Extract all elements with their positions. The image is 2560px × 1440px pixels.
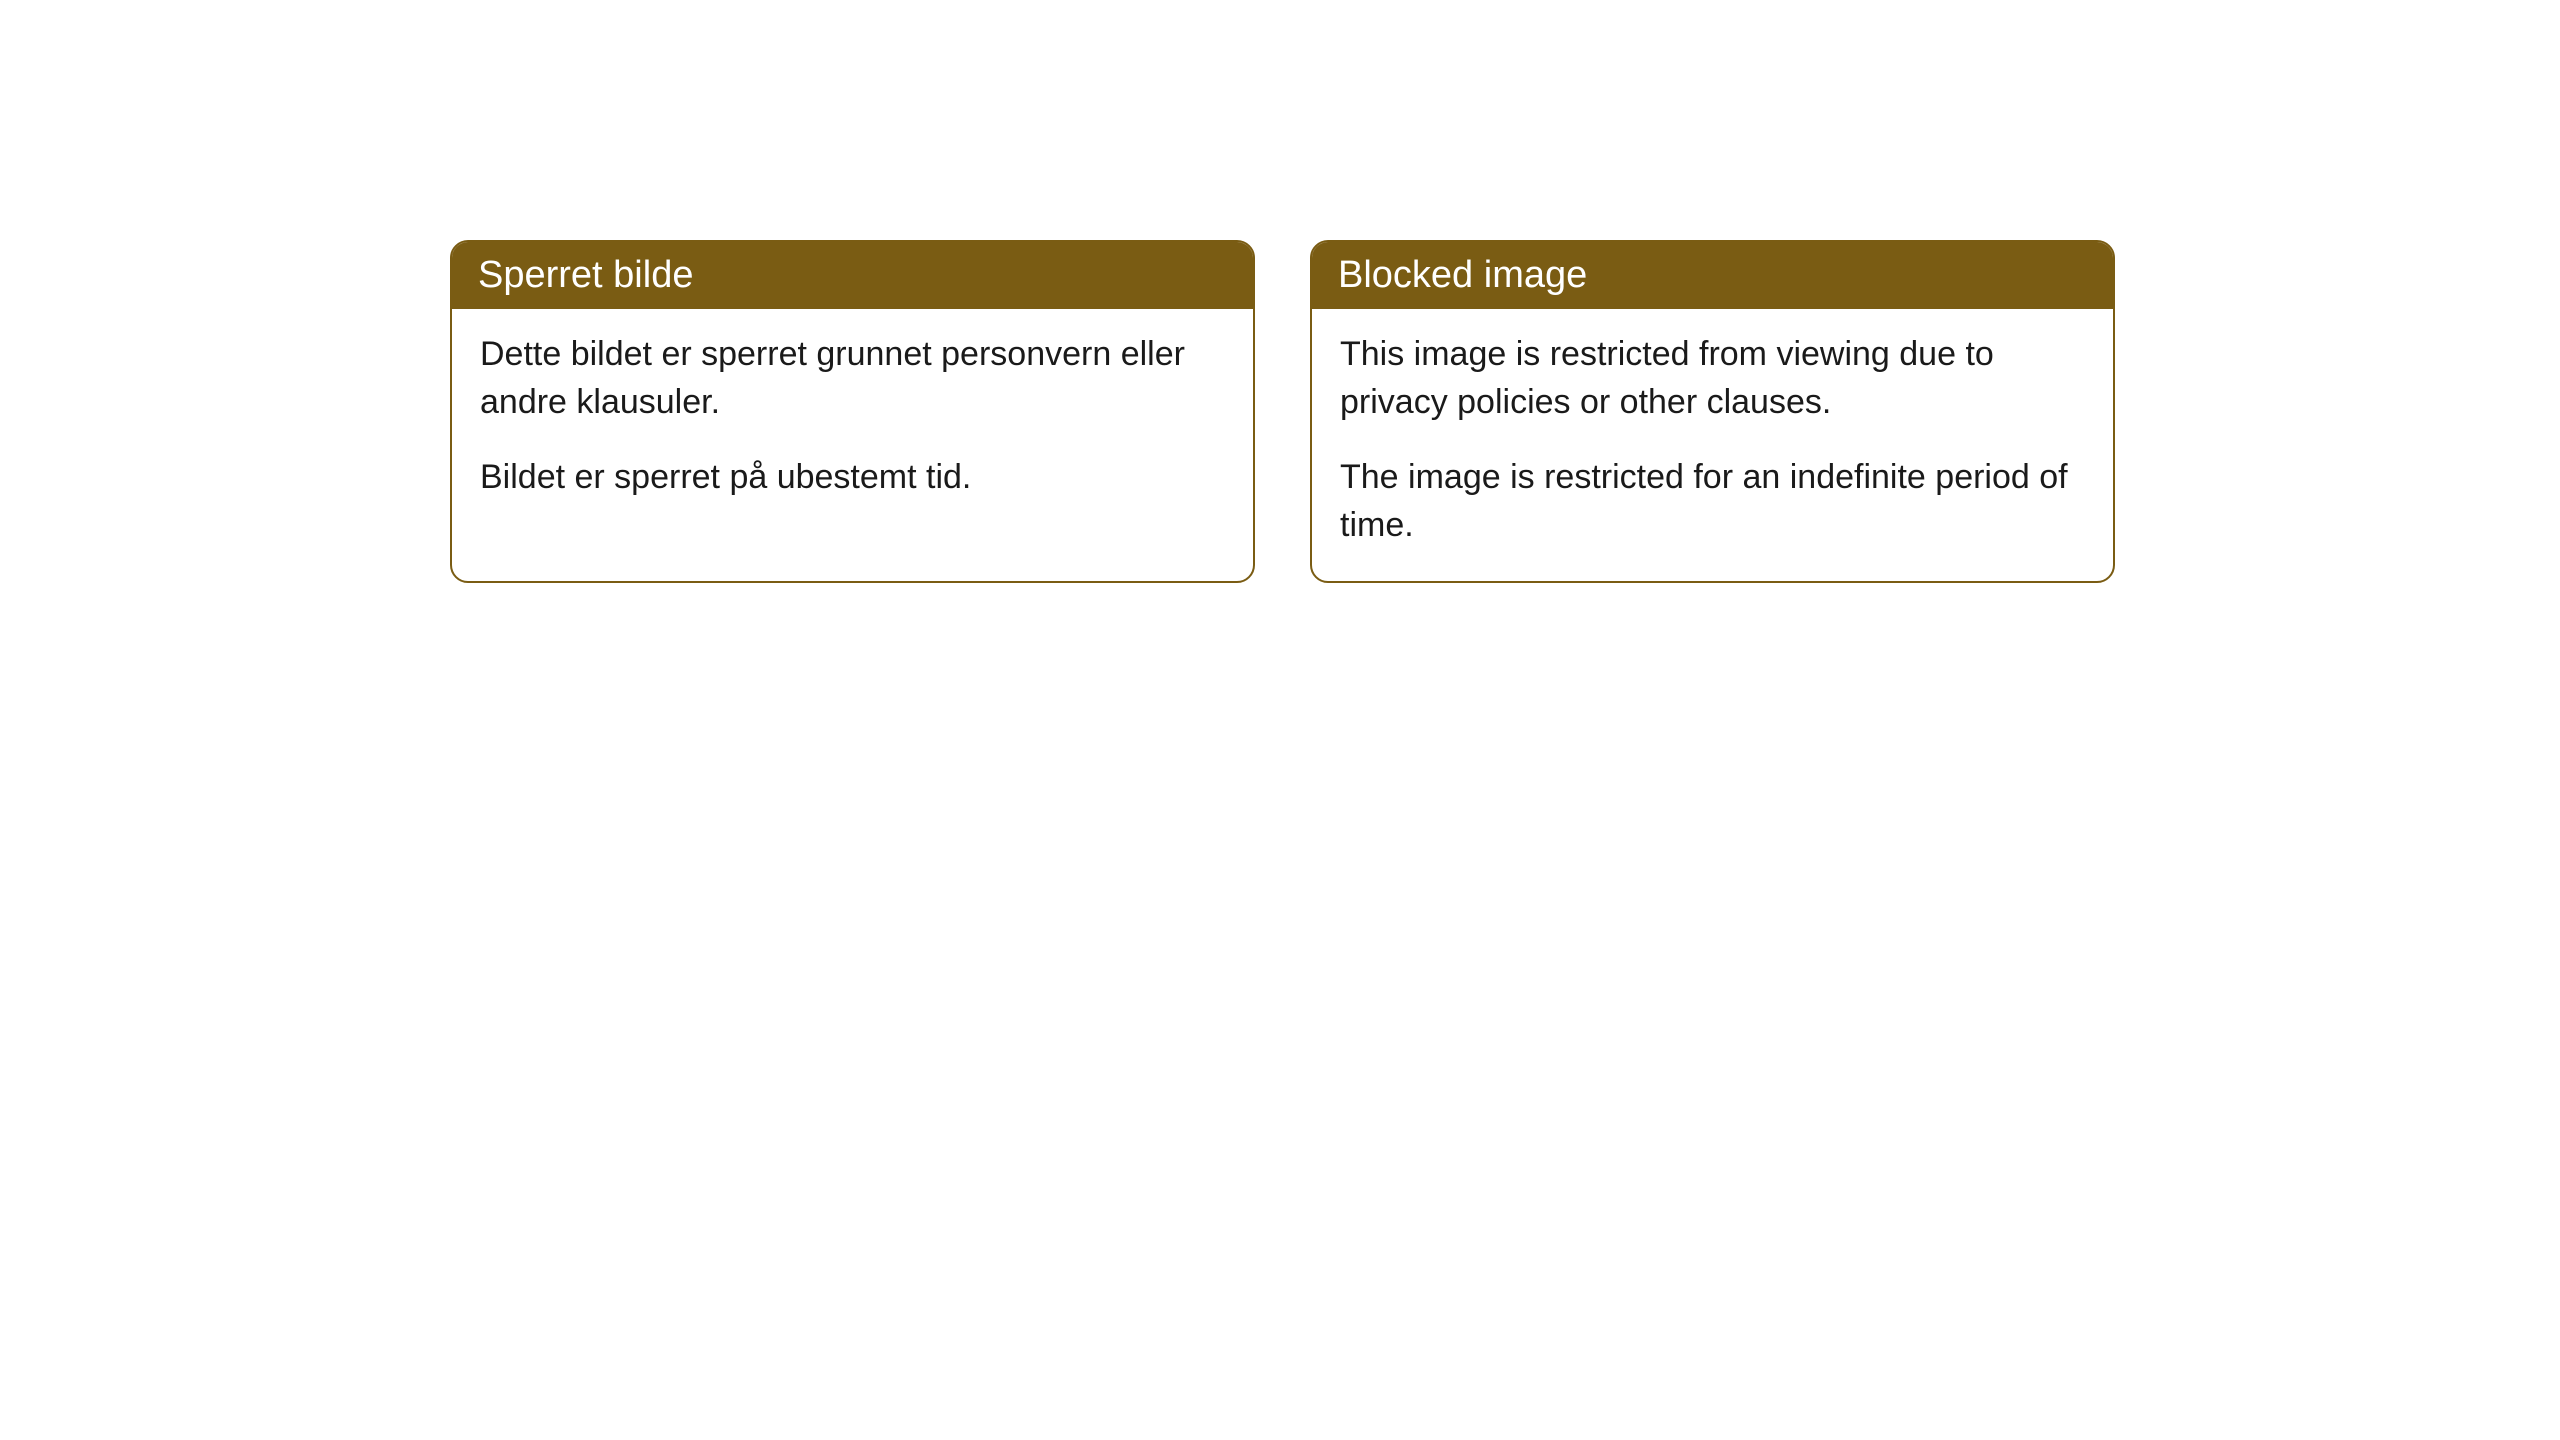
notice-card-english: Blocked image This image is restricted f…	[1310, 240, 2115, 583]
notice-cards-container: Sperret bilde Dette bildet er sperret gr…	[450, 240, 2115, 583]
card-body-english: This image is restricted from viewing du…	[1312, 309, 2113, 581]
card-paragraph: Dette bildet er sperret grunnet personve…	[480, 331, 1225, 426]
card-paragraph: This image is restricted from viewing du…	[1340, 331, 2085, 426]
card-body-norwegian: Dette bildet er sperret grunnet personve…	[452, 309, 1253, 534]
card-title: Sperret bilde	[478, 254, 693, 296]
notice-card-norwegian: Sperret bilde Dette bildet er sperret gr…	[450, 240, 1255, 583]
card-paragraph: The image is restricted for an indefinit…	[1340, 454, 2085, 549]
card-header-english: Blocked image	[1312, 242, 2113, 309]
card-header-norwegian: Sperret bilde	[452, 242, 1253, 309]
card-title: Blocked image	[1338, 254, 1587, 296]
card-paragraph: Bildet er sperret på ubestemt tid.	[480, 454, 1225, 502]
